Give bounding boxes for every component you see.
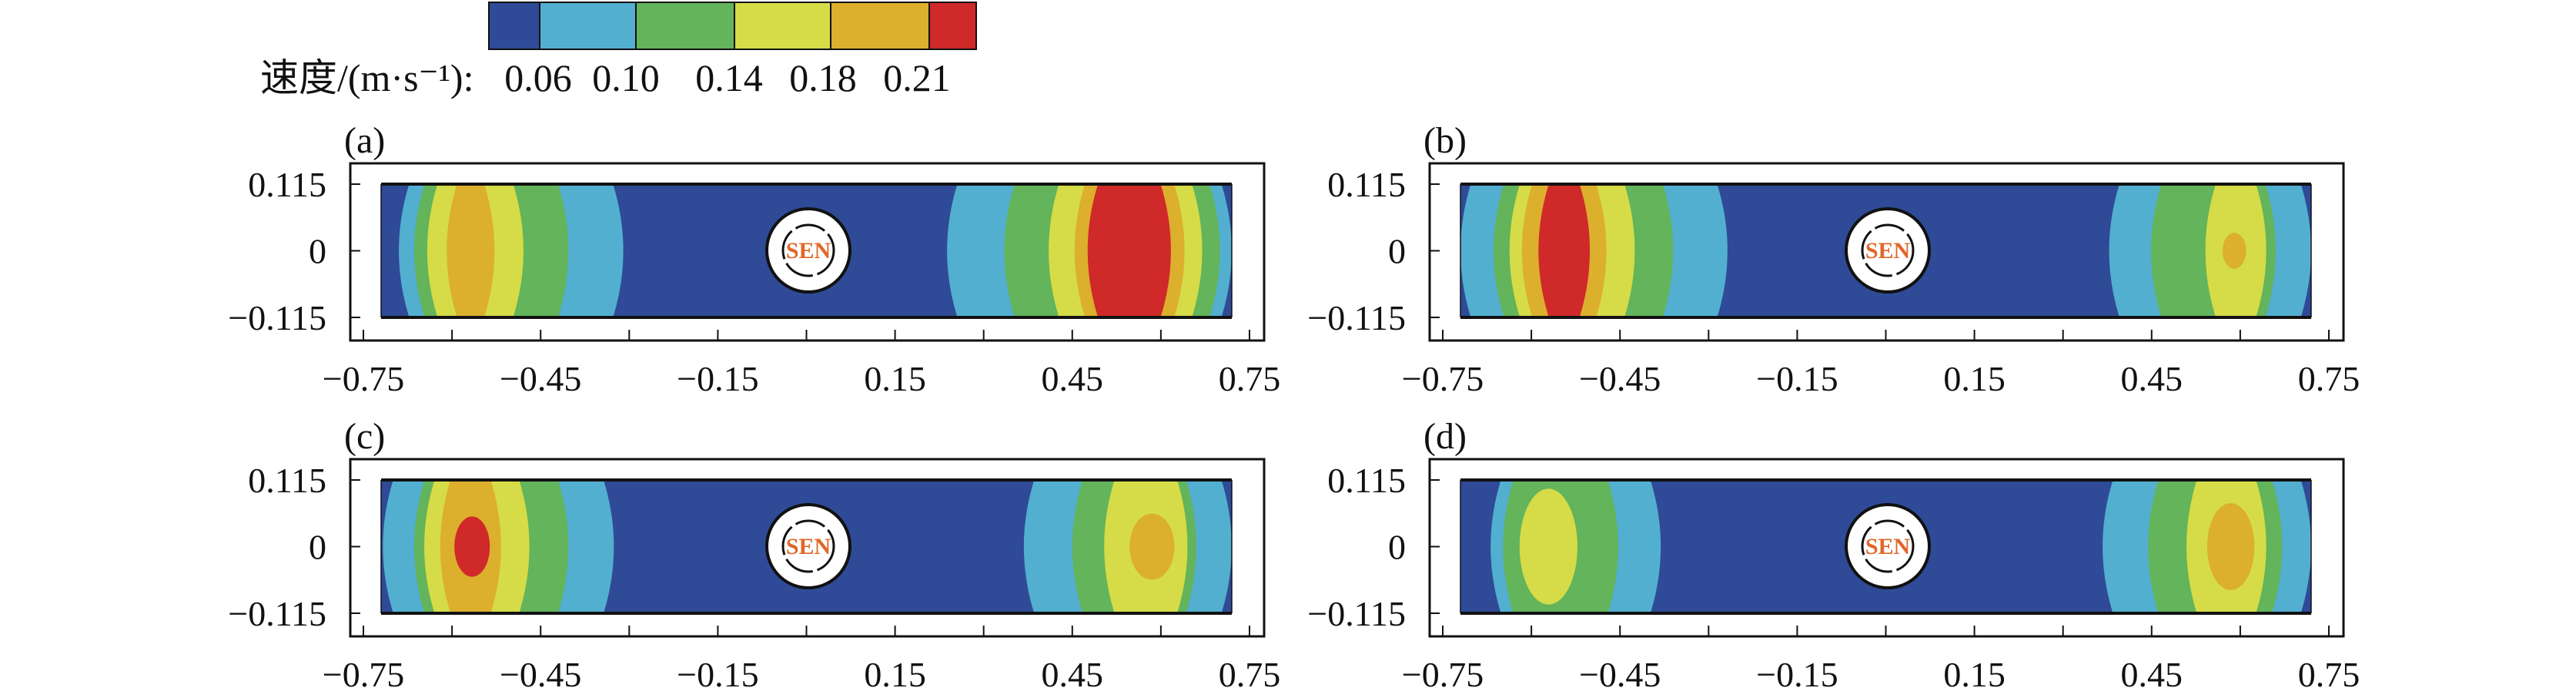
contour-region bbox=[2206, 503, 2255, 590]
y-tick-label: 0.115 bbox=[248, 165, 326, 204]
y-tick-label: −0.115 bbox=[1307, 298, 1406, 337]
x-tick-label: 0.15 bbox=[864, 655, 926, 694]
x-tick-label: −0.15 bbox=[677, 359, 758, 398]
colorbar-segment bbox=[635, 2, 735, 50]
sensor-label: SEN bbox=[786, 534, 831, 559]
sensor-inner-ring-icon bbox=[781, 223, 835, 277]
contour-region bbox=[1087, 184, 1171, 317]
y-tick-label: −0.115 bbox=[228, 298, 326, 337]
colorbar-tick-label: 0.21 bbox=[883, 56, 951, 99]
x-tick-label: 0.15 bbox=[1943, 655, 2006, 694]
x-tick-label: −0.45 bbox=[500, 655, 581, 694]
sensor-label: SEN bbox=[1865, 534, 1911, 559]
colorbar-segment bbox=[734, 2, 831, 50]
panel-d: (d) SEN −0.75 −0.45 −0.15 0.15 0.45 0.75 0.115 0 −… bbox=[1307, 416, 2360, 694]
colorbar-segment bbox=[830, 2, 930, 50]
panel-label: (a) bbox=[344, 120, 385, 161]
contour-region bbox=[447, 184, 495, 317]
colorbar-tick-label: 0.14 bbox=[695, 56, 763, 99]
x-tick-label: −0.75 bbox=[323, 655, 404, 694]
x-tick-label: 0.45 bbox=[1042, 359, 1104, 398]
y-tick-label: 0.115 bbox=[1327, 165, 1406, 204]
x-tick-label: −0.75 bbox=[323, 359, 404, 398]
y-tick-label: 0 bbox=[1388, 232, 1406, 271]
panel-a: (a) SEN −0.75 −0.45 −0.15 0.15 0.45 0.75 0.115 0 −… bbox=[228, 120, 1280, 398]
x-tick-label: −0.15 bbox=[677, 655, 758, 694]
legend-label: 速度/(m·s⁻¹): bbox=[260, 56, 473, 99]
x-tick-label: −0.15 bbox=[1756, 655, 1838, 694]
y-tick-label: 0.115 bbox=[1327, 461, 1406, 500]
colorbar-segment bbox=[928, 2, 977, 50]
x-tick-label: −0.45 bbox=[500, 359, 581, 398]
contour-region bbox=[1538, 184, 1591, 317]
x-tick-label: −0.75 bbox=[1402, 655, 1484, 694]
sensor-label: SEN bbox=[1865, 238, 1911, 263]
y-tick-label: 0 bbox=[309, 232, 326, 271]
x-tick-label: 0.45 bbox=[2121, 655, 2183, 694]
contour-region bbox=[1519, 488, 1577, 605]
colorbar-legend: 速度/(m·s⁻¹): 0.06 0.10 0.14 0.18 0.21 bbox=[260, 2, 977, 99]
sensor-inner-ring-icon bbox=[1861, 519, 1915, 573]
x-tick-label: 0.75 bbox=[2298, 655, 2360, 694]
y-tick-label: −0.115 bbox=[1307, 594, 1406, 633]
x-tick-label: 0.75 bbox=[2298, 359, 2360, 398]
panel-label: (b) bbox=[1423, 120, 1467, 161]
sensor-inner-ring-icon bbox=[781, 519, 835, 573]
panel-b: (b) SEN −0.75 −0.45 −0.15 0.15 0.45 0.75 0.115 0 −… bbox=[1307, 120, 2360, 398]
colorbar-segment bbox=[539, 2, 637, 50]
contour-region bbox=[454, 516, 490, 577]
x-tick-label: 0.45 bbox=[2121, 359, 2183, 398]
x-tick-label: 0.75 bbox=[1219, 655, 1281, 694]
x-tick-label: 0.45 bbox=[1042, 655, 1104, 694]
x-tick-label: −0.75 bbox=[1402, 359, 1484, 398]
colorbar-tick-label: 0.10 bbox=[592, 56, 660, 99]
panel-c: (c) SEN −0.75 −0.45 −0.15 0.15 0.45 0.75 0.115 0 −… bbox=[228, 416, 1280, 694]
x-tick-label: 0.75 bbox=[1219, 359, 1281, 398]
y-tick-label: 0.115 bbox=[248, 461, 326, 500]
x-tick-label: 0.15 bbox=[864, 359, 926, 398]
colorbar-segment bbox=[488, 2, 540, 50]
y-tick-label: −0.115 bbox=[228, 594, 326, 633]
velocity-field bbox=[381, 184, 1232, 317]
colorbar-tick-label: 0.06 bbox=[504, 56, 572, 99]
panel-label: (d) bbox=[1423, 416, 1467, 457]
x-tick-label: −0.15 bbox=[1756, 359, 1838, 398]
velocity-field bbox=[1460, 480, 2311, 613]
x-tick-label: 0.15 bbox=[1943, 359, 2006, 398]
sensor-label: SEN bbox=[786, 238, 831, 263]
x-tick-label: −0.45 bbox=[1579, 655, 1661, 694]
panel-label: (c) bbox=[344, 416, 385, 457]
contour-region bbox=[1129, 513, 1175, 580]
y-tick-label: 0 bbox=[309, 528, 326, 567]
sensor-inner-ring-icon bbox=[1861, 223, 1915, 277]
x-tick-label: −0.45 bbox=[1579, 359, 1661, 398]
contour-region bbox=[2222, 233, 2246, 269]
velocity-field bbox=[381, 480, 1232, 613]
y-tick-label: 0 bbox=[1388, 528, 1406, 567]
colorbar-tick-label: 0.18 bbox=[789, 56, 857, 99]
